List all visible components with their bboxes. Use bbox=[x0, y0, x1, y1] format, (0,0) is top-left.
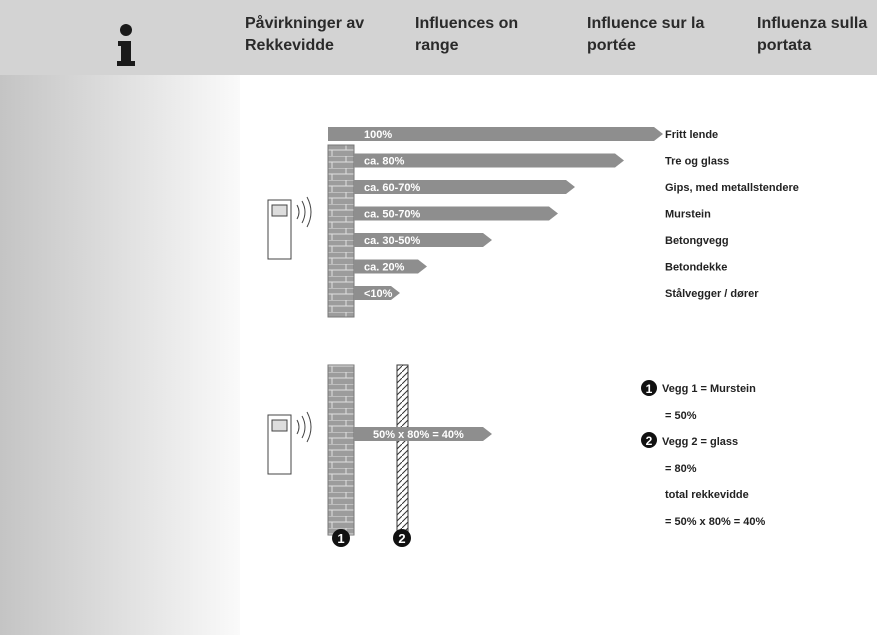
arrow-label: 100% bbox=[364, 129, 392, 141]
header-heading: portata bbox=[757, 37, 811, 54]
side-strip bbox=[0, 75, 240, 635]
legend-number: 2 bbox=[641, 432, 657, 448]
header-heading: Influences on bbox=[415, 15, 518, 32]
arrow-label: ca. 50-70% bbox=[364, 209, 420, 221]
legend-text: total rekkevidde bbox=[665, 489, 749, 501]
glass-wall bbox=[397, 365, 408, 535]
header-heading: Influenza sulla bbox=[757, 15, 867, 32]
page-canvas: 1 2 1 2 Påvirkninger av Rekkevidde Influen… bbox=[0, 0, 877, 635]
legend-text: Vegg 2 = glass bbox=[662, 436, 738, 448]
material-label: Betondekke bbox=[665, 262, 727, 274]
material-label: Fritt lende bbox=[665, 129, 718, 141]
material-label: Stålvegger / dører bbox=[665, 288, 759, 300]
wall-number: 1 bbox=[332, 529, 350, 547]
legend-text: = 50% bbox=[665, 410, 697, 422]
device-icon bbox=[268, 197, 311, 259]
device-icon bbox=[268, 412, 311, 474]
svg-text:2: 2 bbox=[646, 434, 653, 448]
material-label: Tre og glass bbox=[665, 156, 729, 168]
header-heading: range bbox=[415, 37, 459, 54]
svg-text:2: 2 bbox=[398, 531, 405, 546]
brick-wall bbox=[328, 145, 354, 317]
legend-text: Vegg 1 = Murstein bbox=[662, 383, 756, 395]
wall-number: 2 bbox=[393, 529, 411, 547]
brick-wall bbox=[328, 365, 354, 535]
legend-number: 1 bbox=[641, 380, 657, 396]
legend-text: = 80% bbox=[665, 463, 697, 475]
arrow-label: 50% x 80% = 40% bbox=[373, 429, 464, 441]
page: 1 2 1 2 Påvirkninger av Rekkevidde Influen… bbox=[0, 0, 877, 635]
svg-text:1: 1 bbox=[337, 531, 344, 546]
arrow-label: <10% bbox=[364, 288, 393, 300]
material-label: Gips, med metallstendere bbox=[665, 182, 799, 194]
svg-text:1: 1 bbox=[646, 382, 653, 396]
arrow-label: ca. 80% bbox=[364, 156, 405, 168]
legend-text: = 50% x 80% = 40% bbox=[665, 516, 766, 528]
material-label: Betongvegg bbox=[665, 235, 729, 247]
arrow-label: ca. 60-70% bbox=[364, 182, 420, 194]
arrow-label: ca. 30-50% bbox=[364, 235, 420, 247]
material-label: Murstein bbox=[665, 209, 711, 221]
header-heading: portée bbox=[587, 37, 636, 54]
header-heading: Influence sur la bbox=[587, 15, 704, 32]
header-heading: Påvirkninger av bbox=[245, 14, 364, 32]
arrow-label: ca. 20% bbox=[364, 262, 405, 274]
header-heading: Rekkevidde bbox=[245, 37, 334, 54]
